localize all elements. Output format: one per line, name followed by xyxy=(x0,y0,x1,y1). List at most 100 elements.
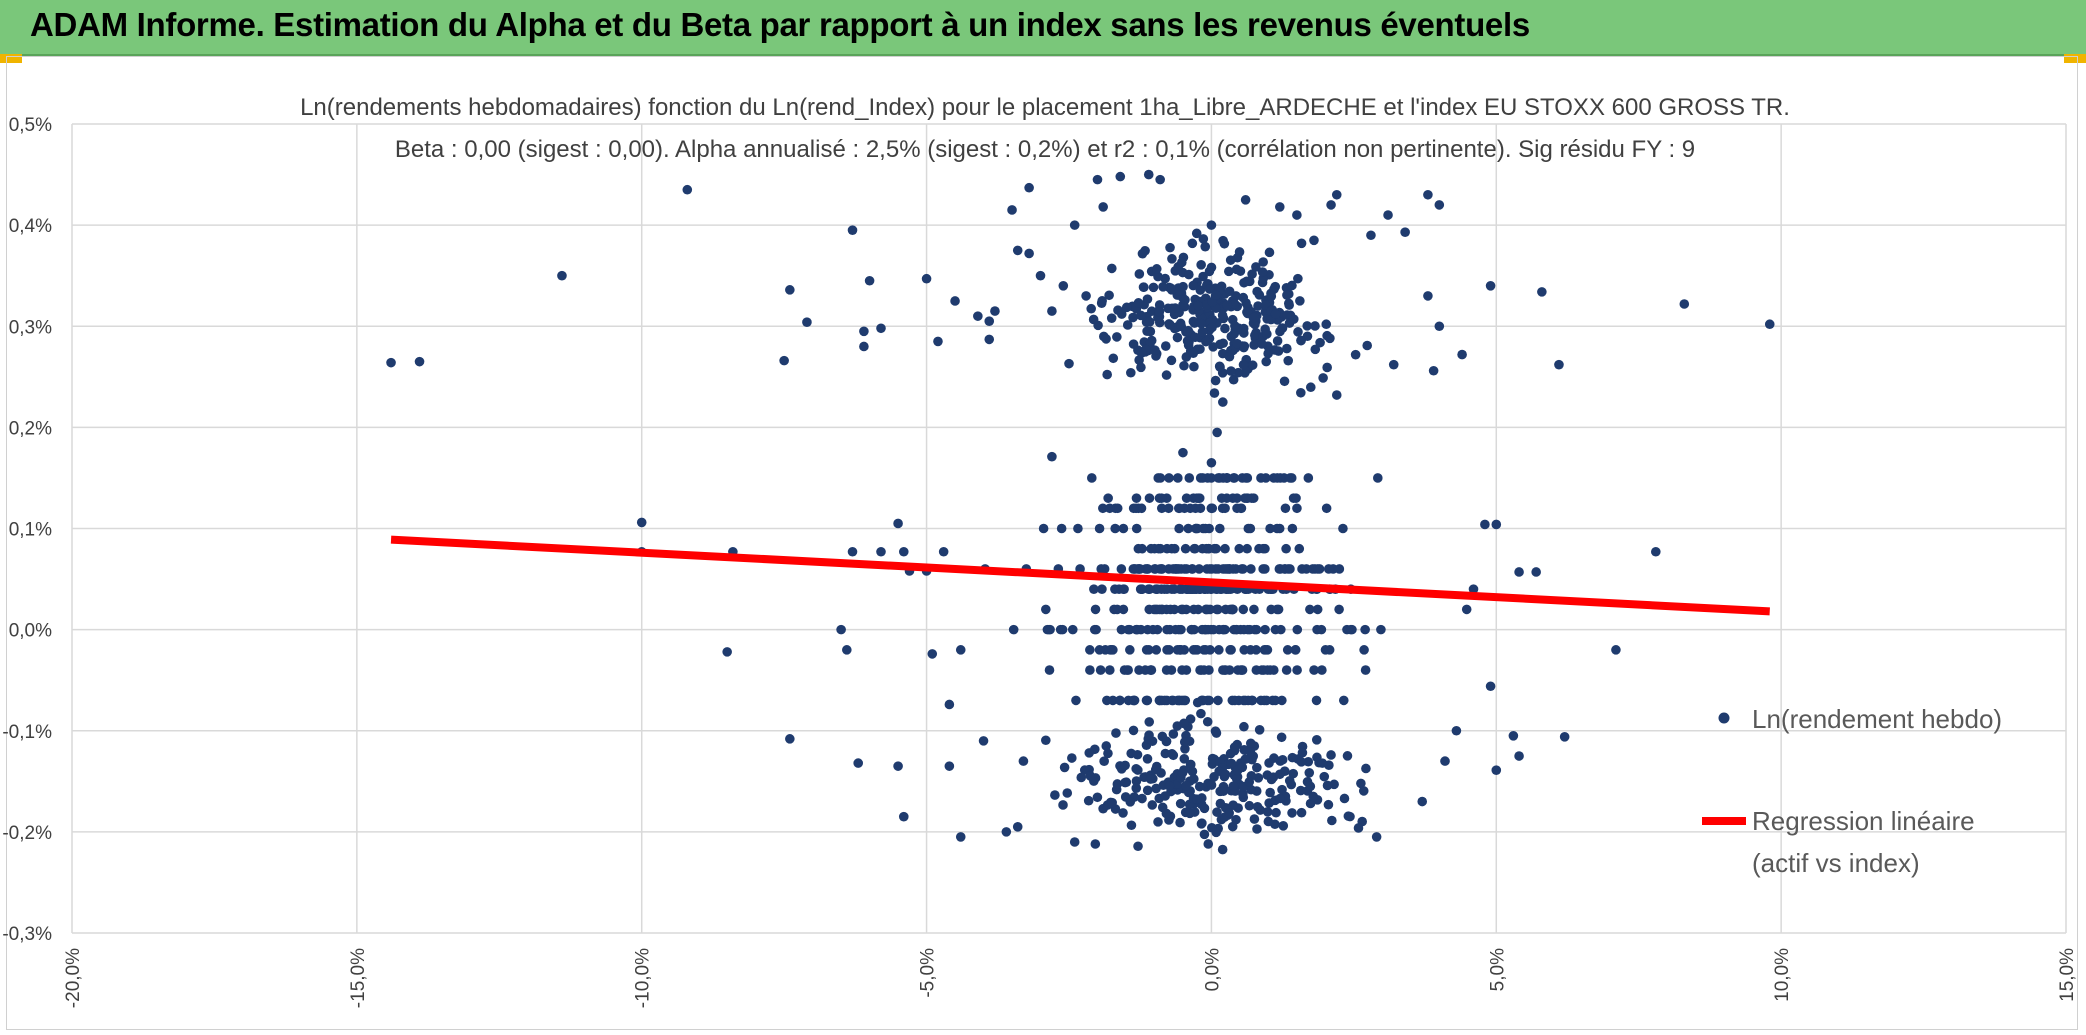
data-point xyxy=(1181,564,1192,574)
data-point xyxy=(1179,718,1189,729)
data-point xyxy=(1134,269,1145,279)
data-point xyxy=(1260,624,1270,635)
data-point xyxy=(1204,266,1215,277)
data-point xyxy=(1423,189,1433,200)
data-point xyxy=(1232,338,1243,349)
data-point xyxy=(944,761,955,771)
data-point xyxy=(1224,286,1235,297)
data-point xyxy=(1098,503,1108,514)
data-point xyxy=(1234,247,1245,257)
data-point xyxy=(1181,780,1191,791)
data-point xyxy=(1276,624,1286,635)
data-point xyxy=(1181,604,1192,615)
data-point xyxy=(1296,238,1307,249)
data-point xyxy=(859,326,869,337)
data-point xyxy=(1137,793,1147,804)
data-point xyxy=(1232,493,1242,503)
data-point xyxy=(1160,341,1171,351)
data-point xyxy=(1196,708,1206,719)
data-point xyxy=(414,356,425,367)
data-point xyxy=(1142,564,1153,574)
data-point xyxy=(1218,665,1228,675)
legend-label-points: Ln(rendement hebdo) xyxy=(1752,704,2002,734)
data-point xyxy=(1232,503,1242,514)
regression-line xyxy=(390,535,1770,616)
data-point xyxy=(1132,749,1143,760)
corner-accent-right xyxy=(2064,54,2086,63)
data-point xyxy=(386,357,396,368)
y-tick-label: -0,1% xyxy=(2,722,52,743)
data-point xyxy=(1181,493,1192,503)
data-point xyxy=(1485,281,1496,291)
data-point xyxy=(1245,624,1255,635)
data-point xyxy=(1292,503,1302,514)
data-point xyxy=(1327,815,1337,826)
data-point xyxy=(1199,829,1210,840)
data-point xyxy=(1210,375,1221,386)
data-point xyxy=(1212,427,1222,438)
data-point xyxy=(955,832,966,842)
data-point xyxy=(1174,503,1185,514)
data-point xyxy=(1069,220,1080,230)
data-point xyxy=(1531,567,1541,577)
data-point xyxy=(1103,748,1113,759)
data-point xyxy=(1201,604,1211,615)
data-point xyxy=(1428,365,1439,376)
data-point xyxy=(1227,604,1238,615)
data-point xyxy=(1295,785,1306,796)
data-point xyxy=(1237,762,1248,773)
data-point xyxy=(1024,182,1034,193)
data-point xyxy=(1245,747,1256,757)
data-point xyxy=(1067,624,1078,635)
data-point xyxy=(1116,309,1127,319)
data-point xyxy=(1192,697,1203,708)
data-point xyxy=(1361,763,1371,774)
data-point xyxy=(1229,329,1239,339)
data-point xyxy=(1094,645,1105,655)
data-point xyxy=(1133,298,1144,308)
data-point xyxy=(1213,604,1223,615)
data-point xyxy=(1215,362,1225,372)
data-point xyxy=(1118,808,1128,818)
data-point xyxy=(1280,503,1291,514)
data-point xyxy=(1311,695,1322,706)
data-point xyxy=(1172,332,1183,343)
data-point xyxy=(1251,665,1262,675)
data-point xyxy=(1215,798,1226,809)
data-point xyxy=(1247,360,1258,370)
data-point xyxy=(1233,367,1244,378)
data-points xyxy=(386,169,1775,855)
data-point xyxy=(1259,645,1270,655)
data-point xyxy=(1206,457,1217,468)
data-point xyxy=(1293,327,1303,337)
data-point xyxy=(1241,276,1252,287)
data-point xyxy=(1081,291,1091,301)
data-point xyxy=(1245,738,1256,749)
data-point xyxy=(1304,767,1315,778)
data-point xyxy=(1285,473,1295,483)
data-point xyxy=(1262,806,1273,817)
data-point xyxy=(1362,340,1372,351)
data-point xyxy=(1116,564,1127,574)
data-point xyxy=(1103,493,1113,503)
data-point xyxy=(1095,665,1106,675)
data-point xyxy=(1183,523,1194,534)
data-point xyxy=(1265,523,1275,534)
data-point xyxy=(1195,473,1206,483)
data-point xyxy=(1293,273,1303,284)
data-point xyxy=(1181,352,1192,362)
data-point xyxy=(1218,338,1228,349)
data-point xyxy=(1167,253,1177,264)
data-point xyxy=(785,285,795,295)
data-point xyxy=(1253,301,1263,311)
data-point xyxy=(1128,339,1139,349)
data-point xyxy=(1157,731,1168,742)
data-point xyxy=(1275,793,1285,804)
data-point xyxy=(1263,816,1274,827)
data-point xyxy=(1480,519,1490,530)
data-point xyxy=(1223,266,1234,277)
data-point xyxy=(1197,818,1207,828)
data-point xyxy=(990,306,1000,316)
data-point xyxy=(1277,754,1288,765)
data-point xyxy=(1110,523,1120,534)
